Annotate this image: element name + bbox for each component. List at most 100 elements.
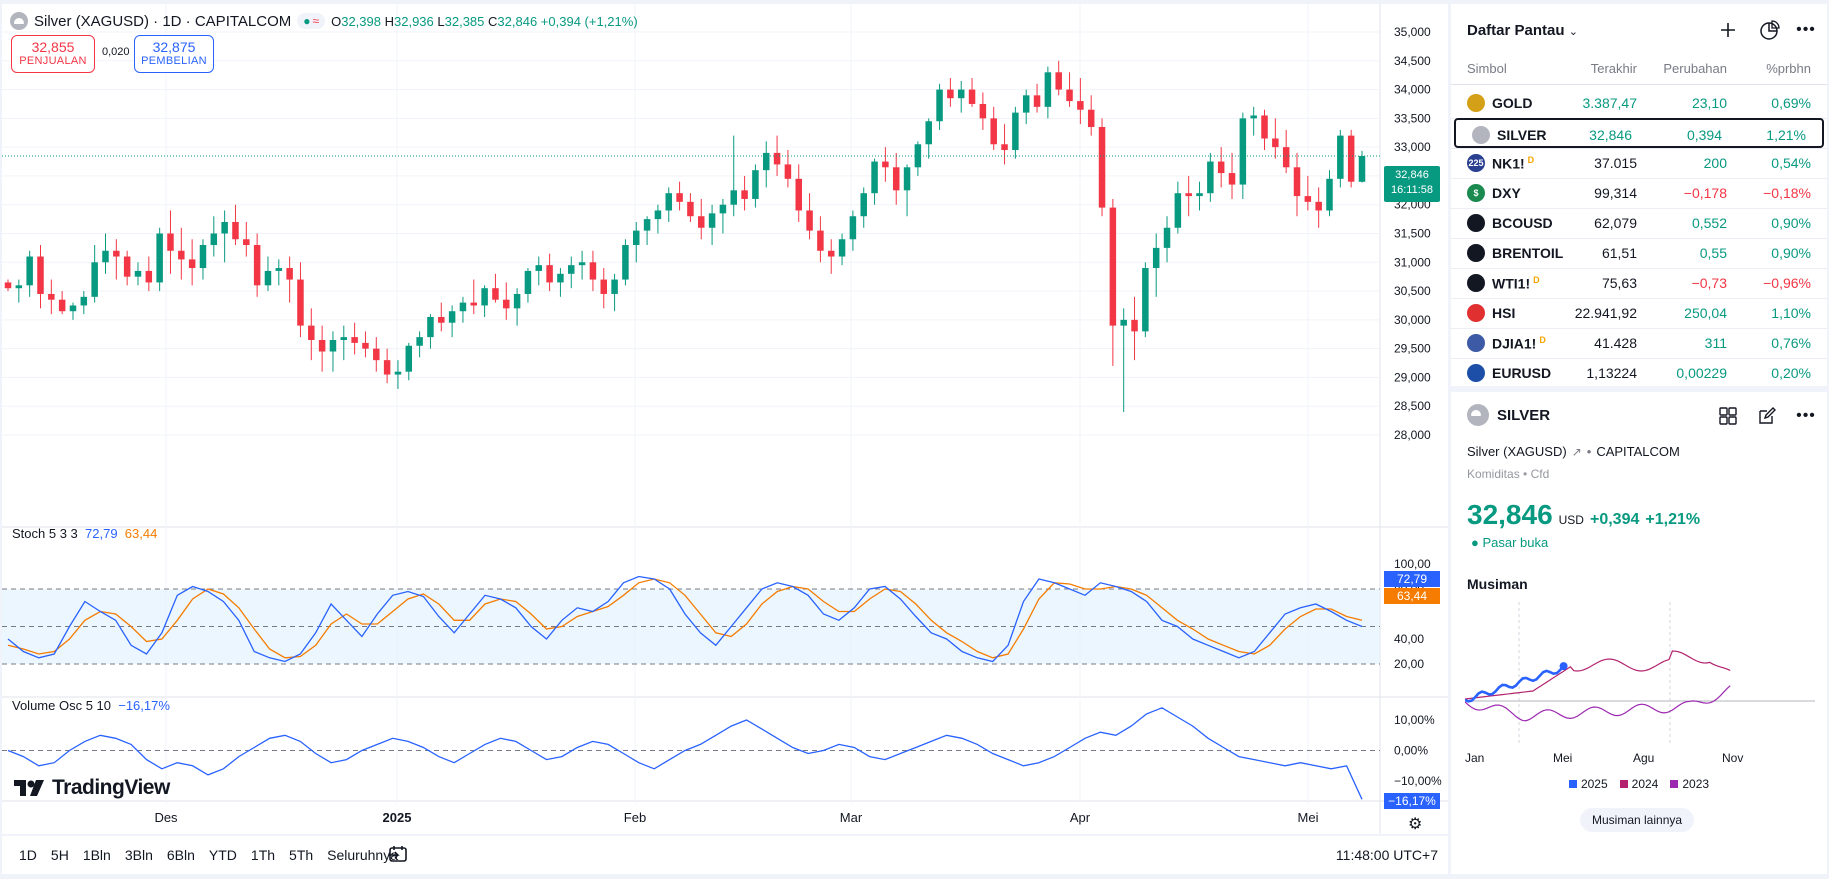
timeframe-button[interactable]: 3Bln	[124, 847, 153, 863]
time-axis-label: Des	[154, 810, 178, 825]
candle-body	[1282, 147, 1290, 168]
legend-entry[interactable]: 2025	[1568, 777, 1608, 791]
row-chg: 311	[1704, 335, 1727, 351]
timeframe-button[interactable]: 1Bln	[82, 847, 111, 863]
candle-body	[15, 285, 23, 289]
candle-body	[1087, 109, 1095, 127]
watchlist-row[interactable]: SILVER 32,846 0,394 1,21%	[1454, 118, 1824, 148]
time-axis-label: Mei	[1298, 810, 1319, 825]
tradingview-logo-text: TradingView	[52, 776, 170, 799]
candle-body	[1120, 319, 1127, 326]
watchlist-title[interactable]: Daftar Pantau ⌄	[1467, 22, 1578, 39]
buy-button[interactable]: 32,875 PEMBELIAN	[134, 35, 214, 73]
detail-price-row: 32,846 USD +0,394 +1,21%	[1467, 499, 1700, 531]
timeframe-button[interactable]: YTD	[208, 847, 237, 863]
chart-panel[interactable]: 35,00034,50034,00033,50033,00032,50032,0…	[2, 4, 1448, 834]
candle-body	[589, 262, 597, 280]
candle-body	[892, 167, 900, 191]
candle-body	[232, 221, 239, 240]
detail-more-button[interactable]: •••	[1793, 403, 1819, 429]
legend-entry[interactable]: 2024	[1619, 777, 1658, 791]
watchlist-row[interactable]: HSI 22.941,92 250,04 1,10%	[1451, 298, 1827, 328]
candle-body	[1196, 193, 1203, 197]
row-chg: 250,04	[1684, 305, 1727, 321]
watchlist-header: Simbol Terakhir Perubahan %prbhn	[1451, 56, 1827, 80]
candle-body	[654, 210, 662, 220]
candle-body	[145, 270, 153, 283]
watchlist-row[interactable]: BRENTOIL 61,51 0,55 0,90%	[1451, 238, 1827, 268]
candle-body	[362, 342, 369, 349]
legend-entry[interactable]: 2023	[1670, 777, 1709, 791]
candle-body	[26, 256, 33, 286]
col-pct[interactable]: %prbhn	[1766, 61, 1811, 76]
stoch-legend[interactable]: Stoch 5 3 3 72,79 63,44	[12, 526, 158, 541]
more-horizontal-icon: •••	[1796, 21, 1816, 38]
chart-canvas[interactable]: 35,00034,50034,00033,50033,00032,50032,0…	[2, 4, 1448, 834]
stoch-k-badge: 72,79	[1384, 571, 1440, 587]
timeframe-button[interactable]: 5Th	[289, 847, 314, 863]
chart-title[interactable]: Silver (XAGUSD) · 1D · CAPITALCOM	[34, 12, 292, 30]
candle-body	[687, 201, 694, 217]
row-chg: 0,552	[1691, 215, 1727, 231]
seasonal-chart[interactable]: Jan Mei Agu Nov	[1465, 594, 1815, 769]
watchlist-more-button[interactable]: •••	[1793, 17, 1819, 43]
candle-body	[925, 121, 932, 145]
price-axis-label: 30,000	[1394, 313, 1431, 327]
external-link-icon[interactable]: ↗	[1571, 444, 1582, 459]
candle-body	[665, 193, 673, 211]
timeframe-button[interactable]: 5H	[50, 847, 69, 863]
timeframe-button[interactable]: Seluruhnya	[327, 847, 398, 863]
col-change[interactable]: Perubahan	[1663, 61, 1727, 76]
market-status-pill[interactable]: ● ≈	[297, 13, 326, 29]
watchlist-row[interactable]: 225 NK1! D 37.015 200 0,54%	[1451, 148, 1827, 178]
vol-osc-legend[interactable]: Volume Osc 5 10 −16,17%	[12, 698, 170, 713]
candle-body	[113, 250, 120, 257]
candle-body	[568, 265, 575, 274]
silver-icon	[1467, 404, 1489, 426]
detail-symbol[interactable]: SILVER	[1497, 406, 1551, 424]
watchlist-row[interactable]: $ DXY 99,314 −0,178 −0,18%	[1451, 178, 1827, 208]
add-symbol-button[interactable]	[1715, 17, 1741, 43]
watchlist-row[interactable]: WTI1! D 75,63 −0,73 −0,96%	[1451, 268, 1827, 298]
candle-body	[275, 268, 283, 271]
date-range-icon[interactable]	[388, 844, 410, 864]
candle-body	[1207, 161, 1214, 194]
watchlist-row[interactable]: BCOUSD 62,079 0,552 0,90%	[1451, 208, 1827, 238]
candle-body	[297, 279, 304, 326]
watchlist-row[interactable]: GOLD 3.387,47 23,10 0,69%	[1451, 88, 1827, 118]
candle-body	[513, 293, 521, 309]
watchlist-row[interactable]: DJIA1! D 41.428 311 0,76%	[1451, 328, 1827, 358]
price-axis-label: 30,500	[1394, 284, 1431, 298]
edit-button[interactable]	[1754, 403, 1780, 429]
watchlist-details-button[interactable]	[1756, 17, 1782, 43]
seasonal-title[interactable]: Musiman	[1467, 576, 1528, 592]
delayed-flag: D	[1527, 155, 1535, 165]
eur-usd-icon	[1467, 364, 1485, 382]
candle-body	[795, 178, 802, 211]
row-pct: 0,90%	[1771, 215, 1811, 231]
timeframe-button[interactable]: 6Bln	[166, 847, 195, 863]
candle-body	[1293, 167, 1301, 197]
tradingview-logo[interactable]: TradingView	[14, 776, 170, 800]
more-seasonals-button[interactable]: Musiman lainnya	[1580, 808, 1695, 832]
layout-grid-button[interactable]	[1715, 403, 1741, 429]
timeframe-button[interactable]: 1D	[19, 847, 37, 863]
candle-body	[383, 360, 391, 375]
sell-button[interactable]: 32,855 PENJUALAN	[11, 35, 95, 73]
more-horizontal-icon: •••	[1796, 407, 1816, 424]
chart-settings-icon[interactable]: ⚙	[1408, 816, 1423, 833]
timeframe-button[interactable]: 1Th	[250, 847, 276, 863]
candle-body	[199, 245, 207, 269]
vol-osc-axis-label: 10,00%	[1394, 713, 1435, 727]
price-axis-label: 33,000	[1394, 140, 1431, 154]
candle-body	[1044, 72, 1052, 107]
seasonal-2023-line	[1465, 685, 1731, 722]
col-symbol[interactable]: Simbol	[1467, 61, 1507, 76]
col-last[interactable]: Terakhir	[1590, 61, 1637, 76]
clock-label[interactable]: 11:48:00 UTC+7	[1335, 847, 1438, 863]
candle-body	[503, 299, 510, 309]
row-symbol: BCOUSD	[1492, 215, 1553, 231]
candle-body	[340, 337, 348, 341]
row-last: 41.428	[1594, 335, 1637, 351]
watchlist-row[interactable]: EURUSD 1,13224 0,00229 0,20%	[1451, 358, 1827, 388]
